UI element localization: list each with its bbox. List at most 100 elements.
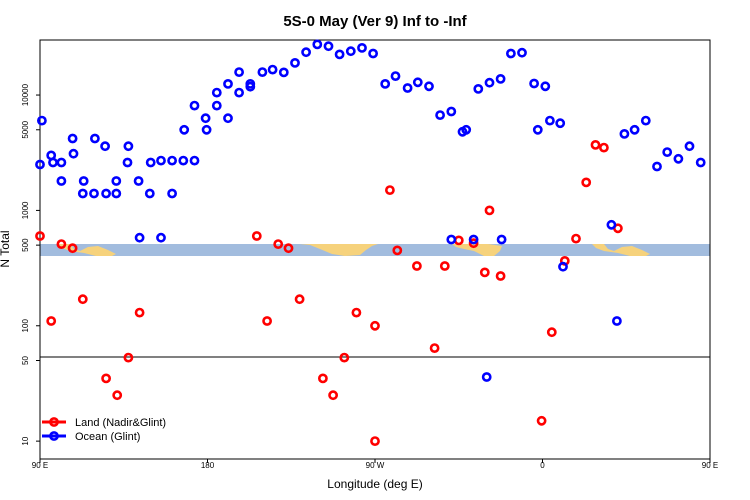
ocean-point: [481, 372, 492, 382]
land-point: [35, 231, 45, 241]
ocean-point: [368, 48, 378, 59]
land-series: [35, 139, 623, 446]
ocean-point: [211, 100, 222, 111]
ocean-point: [532, 124, 543, 135]
ocean-point: [178, 155, 189, 166]
land-point: [429, 343, 440, 353]
ocean-point: [89, 188, 99, 199]
ocean-point: [495, 74, 506, 84]
ocean-point: [123, 141, 134, 152]
ocean-point: [48, 157, 58, 168]
ocean-point: [167, 188, 177, 199]
ocean-point: [179, 124, 190, 135]
land-point: [599, 142, 609, 153]
ocean-point: [484, 77, 495, 88]
ocean-point: [555, 118, 566, 129]
ocean-point: [245, 79, 256, 89]
land-point: [468, 238, 479, 249]
ocean-point: [402, 83, 413, 93]
ocean-point: [390, 71, 401, 81]
ocean-point: [35, 159, 45, 170]
ocean-point: [345, 46, 356, 57]
land-point: [339, 352, 350, 363]
y-axis: 10 50 100 500 1000 5000 10000: [21, 83, 40, 446]
ocean-point: [640, 115, 651, 126]
land-point: [262, 316, 272, 326]
land-point: [351, 307, 362, 318]
land-point: [392, 245, 403, 256]
y-tick-label: 500: [21, 238, 30, 252]
land-point: [370, 320, 380, 331]
ocean-point: [200, 113, 211, 124]
ocean-point: [652, 161, 662, 172]
ocean-point: [223, 113, 233, 124]
x-axis-label: Longitude (deg E): [327, 477, 422, 491]
ocean-point: [412, 77, 423, 88]
ocean-point: [619, 128, 630, 139]
ocean-point: [496, 234, 507, 245]
ocean-point: [37, 115, 47, 126]
land-point: [453, 235, 464, 246]
ocean-point: [68, 148, 79, 159]
y-tick-label: 10000: [21, 83, 30, 106]
ocean-point: [606, 219, 617, 230]
ocean-point: [100, 141, 110, 152]
ocean-point: [673, 153, 684, 164]
land-point: [479, 267, 490, 278]
land-point: [134, 307, 145, 318]
legend-ocean-marker: [49, 431, 59, 441]
ocean-point: [312, 39, 323, 50]
y-tick-label: 100: [21, 319, 30, 333]
y-tick-label: 10: [21, 436, 30, 445]
x-tick-label: 180: [201, 461, 215, 470]
ocean-point: [435, 110, 445, 120]
ocean-point: [558, 261, 568, 272]
ocean-point: [156, 155, 166, 166]
y-tick-label: 5000: [21, 120, 30, 138]
ocean-point: [78, 176, 89, 186]
land-point: [484, 205, 495, 216]
ocean-point: [234, 87, 244, 98]
landmass-africa: [452, 244, 502, 256]
land-point: [571, 233, 581, 244]
land-point: [317, 373, 328, 384]
ocean-point: [461, 124, 472, 135]
ocean-point: [133, 176, 144, 186]
land-point: [439, 261, 450, 271]
ocean-point: [446, 106, 457, 117]
legend: Land (Nadir&Glint) Ocean (Glint): [42, 417, 166, 443]
ocean-point: [56, 157, 67, 168]
land-point: [273, 239, 284, 249]
ocean-point: [145, 157, 156, 168]
land-point: [581, 177, 592, 188]
ocean-point: [189, 100, 200, 111]
ocean-point: [424, 81, 434, 92]
ocean-point: [201, 124, 212, 135]
ocean-point: [156, 232, 166, 243]
land-point: [283, 243, 294, 254]
land-point: [328, 390, 338, 401]
land-point: [495, 271, 506, 281]
ocean-point: [234, 67, 244, 77]
ocean-point: [90, 133, 100, 144]
land-point: [411, 261, 422, 271]
ocean-point: [189, 155, 200, 166]
ocean-point: [334, 49, 345, 60]
land-point: [101, 373, 111, 384]
ocean-point: [278, 67, 289, 78]
landmass-americas: [300, 244, 378, 256]
ocean-point: [517, 47, 527, 58]
ocean-point: [446, 234, 457, 245]
ocean-point: [144, 188, 155, 199]
legend-land-marker: [49, 417, 59, 427]
ocean-point: [505, 48, 516, 59]
land-point: [384, 185, 395, 195]
ocean-point: [529, 78, 539, 89]
land-point: [67, 243, 78, 254]
land-point: [112, 390, 123, 401]
ocean-point: [167, 155, 177, 166]
land-point: [77, 294, 88, 305]
ocean-point: [257, 67, 268, 77]
landmass-asia-australia: [58, 244, 116, 256]
